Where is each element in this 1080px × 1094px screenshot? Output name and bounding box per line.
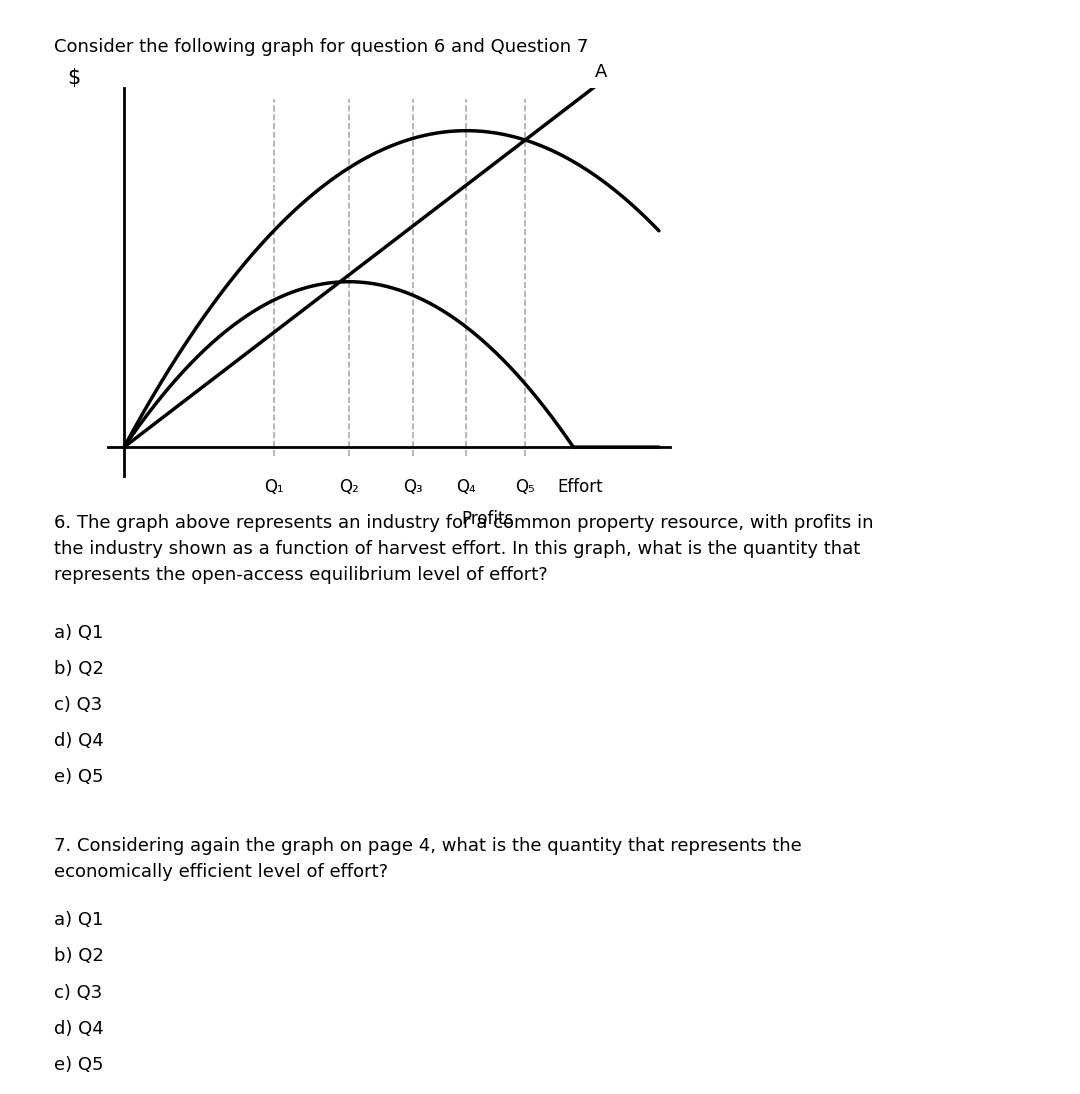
Text: b) Q2: b) Q2 bbox=[54, 660, 104, 677]
Text: d) Q4: d) Q4 bbox=[54, 732, 104, 749]
Text: a) Q1: a) Q1 bbox=[54, 911, 104, 929]
Text: Profits: Profits bbox=[461, 510, 514, 528]
Text: c) Q3: c) Q3 bbox=[54, 696, 103, 713]
Text: Effort: Effort bbox=[557, 478, 603, 496]
Text: Q₃: Q₃ bbox=[403, 478, 422, 496]
Text: c) Q3: c) Q3 bbox=[54, 984, 103, 1001]
Text: $: $ bbox=[68, 68, 81, 88]
Text: a) Q1: a) Q1 bbox=[54, 624, 104, 641]
Text: b) Q2: b) Q2 bbox=[54, 947, 104, 965]
Text: Q₂: Q₂ bbox=[339, 478, 359, 496]
Text: Consider the following graph for question 6 and Question 7: Consider the following graph for questio… bbox=[54, 38, 589, 56]
Text: e) Q5: e) Q5 bbox=[54, 1056, 104, 1073]
Text: A: A bbox=[595, 63, 607, 81]
Text: 6. The graph above represents an industry for a common property resource, with p: 6. The graph above represents an industr… bbox=[54, 514, 874, 583]
Text: Q₁: Q₁ bbox=[264, 478, 284, 496]
Text: e) Q5: e) Q5 bbox=[54, 768, 104, 785]
Text: Q₄: Q₄ bbox=[457, 478, 476, 496]
Text: Q₅: Q₅ bbox=[515, 478, 535, 496]
Text: 7. Considering again the graph on page 4, what is the quantity that represents t: 7. Considering again the graph on page 4… bbox=[54, 837, 801, 881]
Text: d) Q4: d) Q4 bbox=[54, 1020, 104, 1037]
